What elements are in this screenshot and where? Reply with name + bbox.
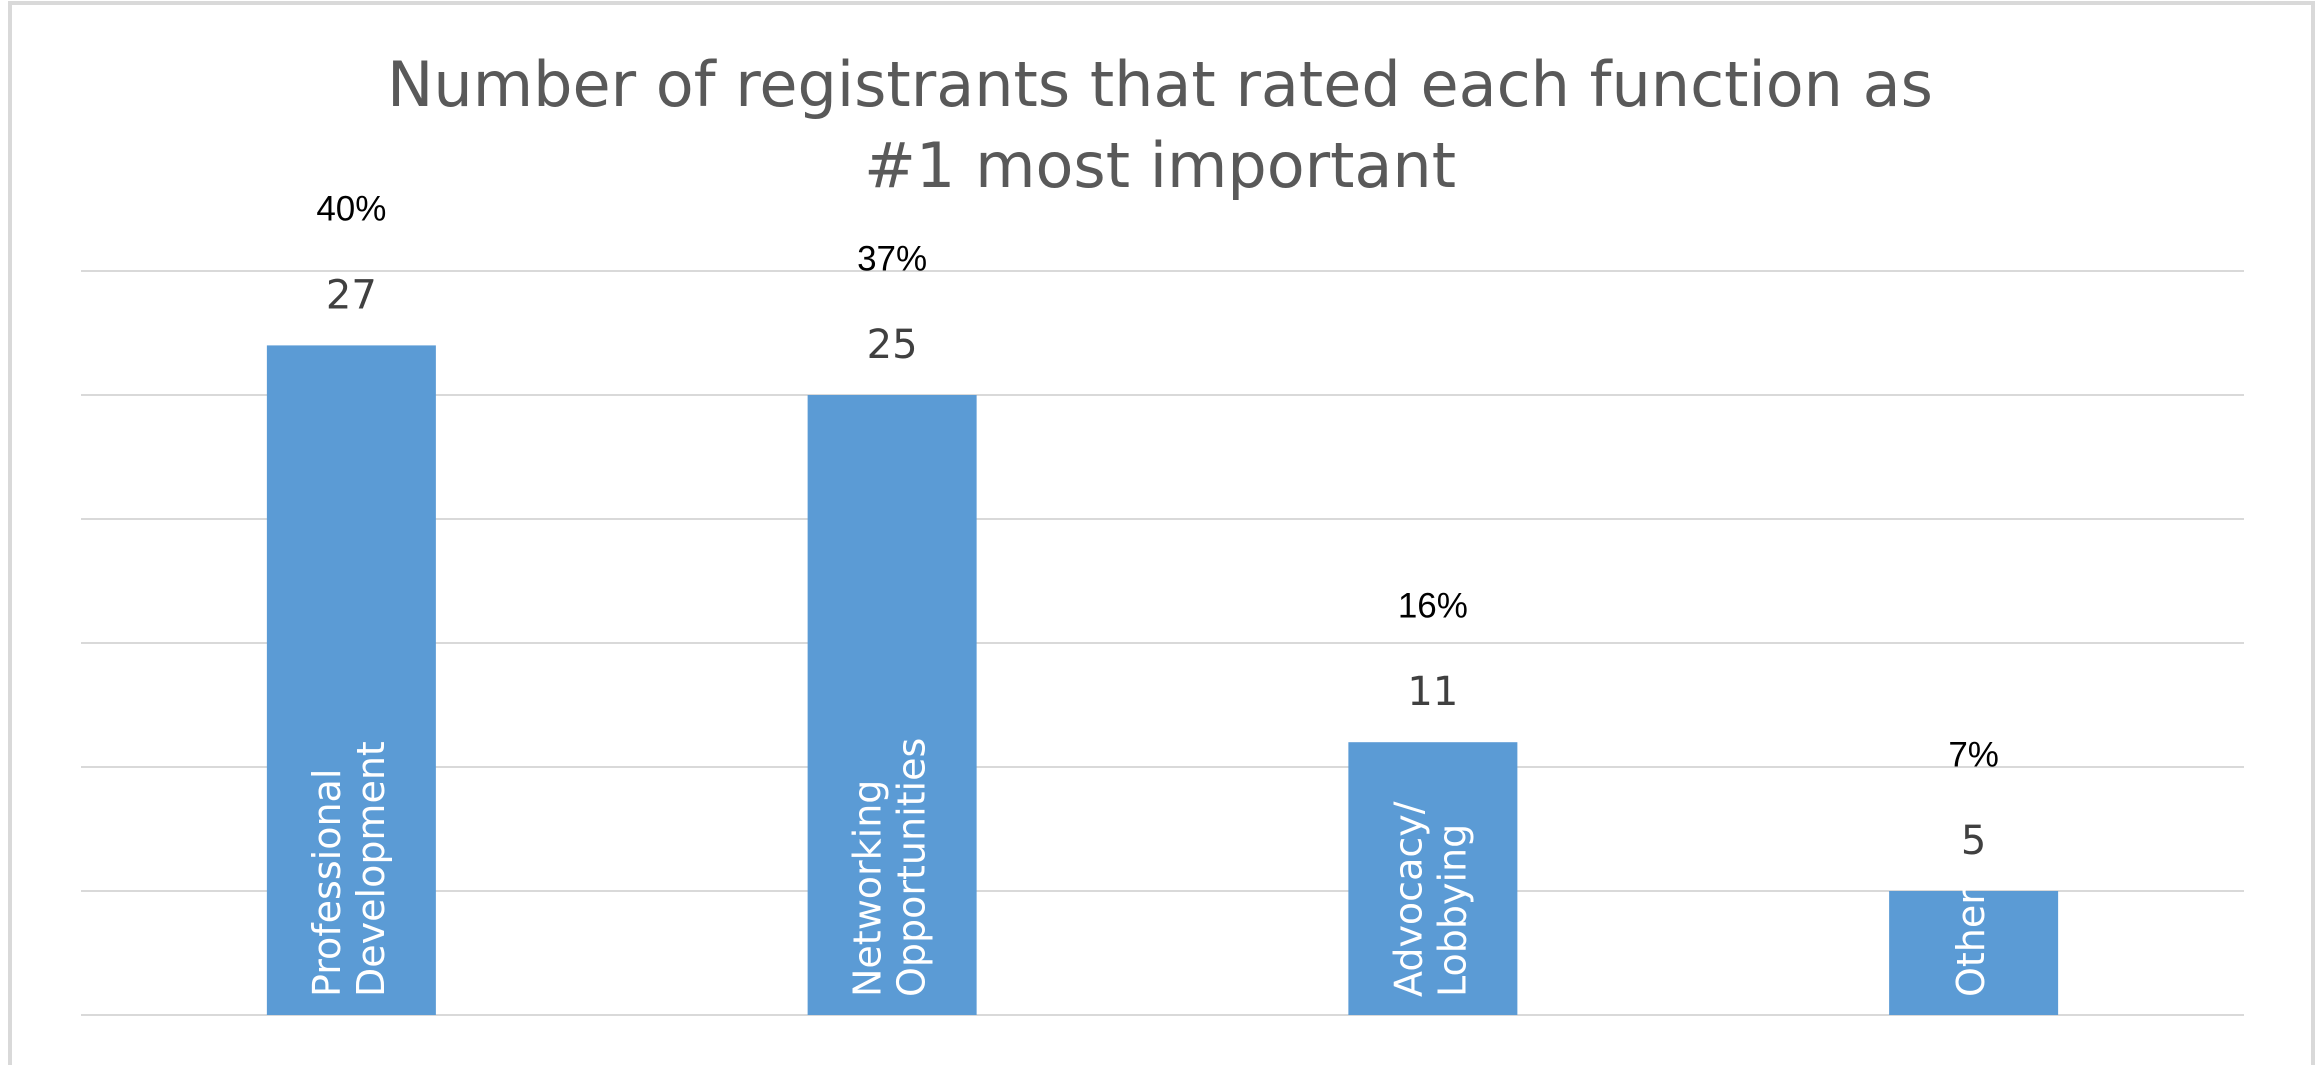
bar — [807, 395, 977, 1015]
percent-label: 7% — [1948, 735, 1999, 774]
chart-title: Number of registrants that rated each fu… — [387, 48, 1933, 121]
data-label: 11 — [1407, 669, 1458, 715]
bar — [1348, 742, 1518, 1015]
category-label: Professional — [305, 769, 349, 997]
data-label: 25 — [867, 322, 918, 368]
category-label: Networking — [846, 780, 890, 997]
percent-label: 16% — [1398, 586, 1468, 625]
percent-label: 40% — [316, 190, 386, 229]
bar — [1889, 891, 2059, 1015]
category-label: Other — [1949, 889, 1993, 997]
chart-title: #1 most important — [864, 129, 1456, 202]
category-label: Development — [349, 741, 393, 997]
data-label: 27 — [326, 272, 377, 318]
category-label: Opportunities — [890, 738, 934, 997]
data-label: 5 — [1961, 818, 1986, 864]
category-label: Advocacy/ — [1386, 801, 1430, 997]
percent-label: 37% — [857, 239, 927, 278]
bar — [266, 345, 436, 1015]
category-label: Lobbying — [1430, 824, 1474, 997]
